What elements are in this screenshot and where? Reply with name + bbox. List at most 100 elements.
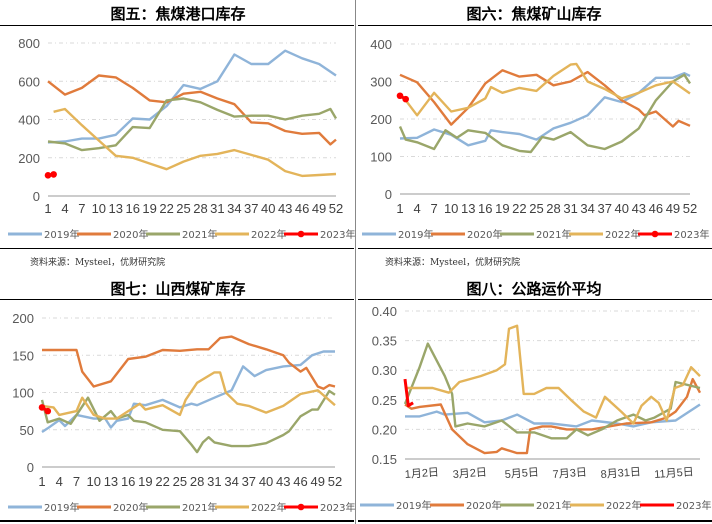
y-tick-label: 200 (12, 311, 34, 326)
series-line-2020 (399, 69, 691, 128)
legend-label: 2021年 (182, 228, 217, 241)
data-point-2023 (396, 92, 404, 100)
x-tick-label: 37 (244, 201, 258, 216)
y-tick-label: 50 (20, 423, 34, 438)
x-tick-label: 3月2日 (452, 467, 487, 481)
series-line-2021 (47, 97, 338, 152)
legend-label: 2019年 (398, 228, 433, 241)
x-tick-label: 46 (293, 474, 307, 489)
divider (358, 248, 712, 249)
x-tick-label: 1月2日 (404, 467, 439, 481)
legend-label: 2022年 (251, 501, 286, 514)
data-point-2023 (50, 171, 57, 178)
x-tick-label: 22 (512, 201, 526, 216)
series-line-2020 (47, 74, 337, 146)
x-tick-label: 31 (207, 474, 221, 489)
legend-label: 2022年 (606, 499, 641, 512)
x-tick-label: 13 (461, 201, 475, 216)
series-line-2021 (40, 389, 336, 454)
data-point-2023 (38, 404, 46, 411)
x-tick-label: 11月5日 (654, 466, 694, 481)
x-tick-label: 10 (444, 201, 458, 216)
x-tick-label: 10 (92, 201, 106, 216)
x-tick-label: 28 (546, 201, 560, 216)
legend-label: 2019年 (44, 228, 79, 241)
x-tick-label: 4 (61, 201, 68, 216)
x-tick-label: 28 (190, 474, 204, 489)
y-tick-label: 150 (12, 348, 34, 363)
chart-title-shanxi: 图七：山西煤矿库存 (110, 280, 246, 298)
y-tick-label: 400 (370, 37, 392, 52)
x-tick-label: 19 (495, 201, 509, 216)
x-tick-label: 49 (311, 474, 325, 489)
x-tick-label: 13 (104, 474, 118, 489)
series-line-2022 (405, 324, 701, 425)
series-line-2022 (41, 371, 336, 420)
data-point-2023 (44, 407, 52, 415)
x-tick-label: 49 (666, 201, 680, 216)
legend-label: 2021年 (536, 228, 571, 241)
x-tick-label: 4 (56, 474, 63, 489)
x-tick-label: 16 (125, 201, 139, 216)
y-tick-label: 300 (370, 75, 392, 90)
x-tick-label: 40 (261, 201, 275, 216)
x-tick-label: 37 (597, 201, 611, 216)
legend-label: 2019年 (44, 501, 79, 514)
divider (358, 520, 712, 522)
x-tick-label: 7 (73, 474, 80, 489)
chart-title-port: 图五：焦煤港口库存 (110, 5, 246, 23)
x-tick-label: 7 (78, 201, 85, 216)
legend-label: 2019年 (396, 499, 431, 512)
legend-label: 2023年 (320, 228, 355, 241)
x-tick-label: 37 (242, 474, 256, 489)
x-tick-label: 4 (413, 201, 420, 216)
y-tick-label: 600 (18, 74, 40, 89)
legend-label: 2021年 (536, 499, 571, 512)
y-tick-label: 0 (33, 189, 40, 204)
x-tick-label: 5月5日 (504, 467, 539, 481)
data-point-2023 (402, 95, 409, 103)
x-tick-label: 52 (328, 474, 342, 489)
legend-label: 2020年 (467, 228, 502, 241)
chart-title-freight: 图八：公路运价平均 (466, 280, 602, 298)
x-tick-label: 22 (155, 474, 169, 489)
x-tick-label: 40 (259, 474, 273, 489)
x-tick-label: 52 (329, 201, 343, 216)
x-tick-label: 25 (176, 201, 190, 216)
legend-marker (297, 503, 305, 511)
y-tick-label: 0 (27, 460, 34, 475)
y-tick-label: 0.30 (372, 363, 397, 378)
series-line-2022 (53, 107, 337, 178)
x-tick-label: 25 (173, 474, 187, 489)
y-tick-label: 100 (370, 150, 392, 165)
divider (0, 248, 354, 249)
x-tick-label: 34 (227, 201, 241, 216)
legend-label: 2020年 (466, 499, 501, 512)
y-tick-label: 200 (370, 112, 392, 127)
y-tick-label: 0 (385, 187, 392, 202)
series-line-2023 (403, 378, 414, 408)
x-tick-label: 34 (580, 201, 594, 216)
x-tick-label: 19 (142, 201, 156, 216)
x-tick-label: 49 (312, 201, 326, 216)
x-tick-label: 19 (138, 474, 152, 489)
x-tick-label: 25 (529, 201, 543, 216)
y-tick-label: 0.25 (372, 393, 397, 408)
series-line-2019 (405, 403, 701, 428)
source-note: 资料来源：Mysteel，优财研究院 (30, 258, 166, 268)
y-tick-label: 0.20 (372, 422, 397, 437)
x-tick-label: 46 (649, 201, 663, 216)
divider (0, 25, 354, 26)
series-line-2019 (41, 350, 335, 434)
chart-title-mine: 图六：焦煤矿山库存 (466, 5, 602, 23)
legend-marker (651, 230, 659, 238)
x-tick-label: 7月3日 (552, 467, 587, 481)
data-point-2023 (44, 172, 52, 179)
x-tick-label: 1 (44, 201, 51, 216)
x-tick-label: 1 (396, 201, 403, 216)
y-tick-label: 0.15 (372, 452, 397, 467)
series-line-2020 (42, 335, 336, 390)
divider (358, 25, 712, 26)
